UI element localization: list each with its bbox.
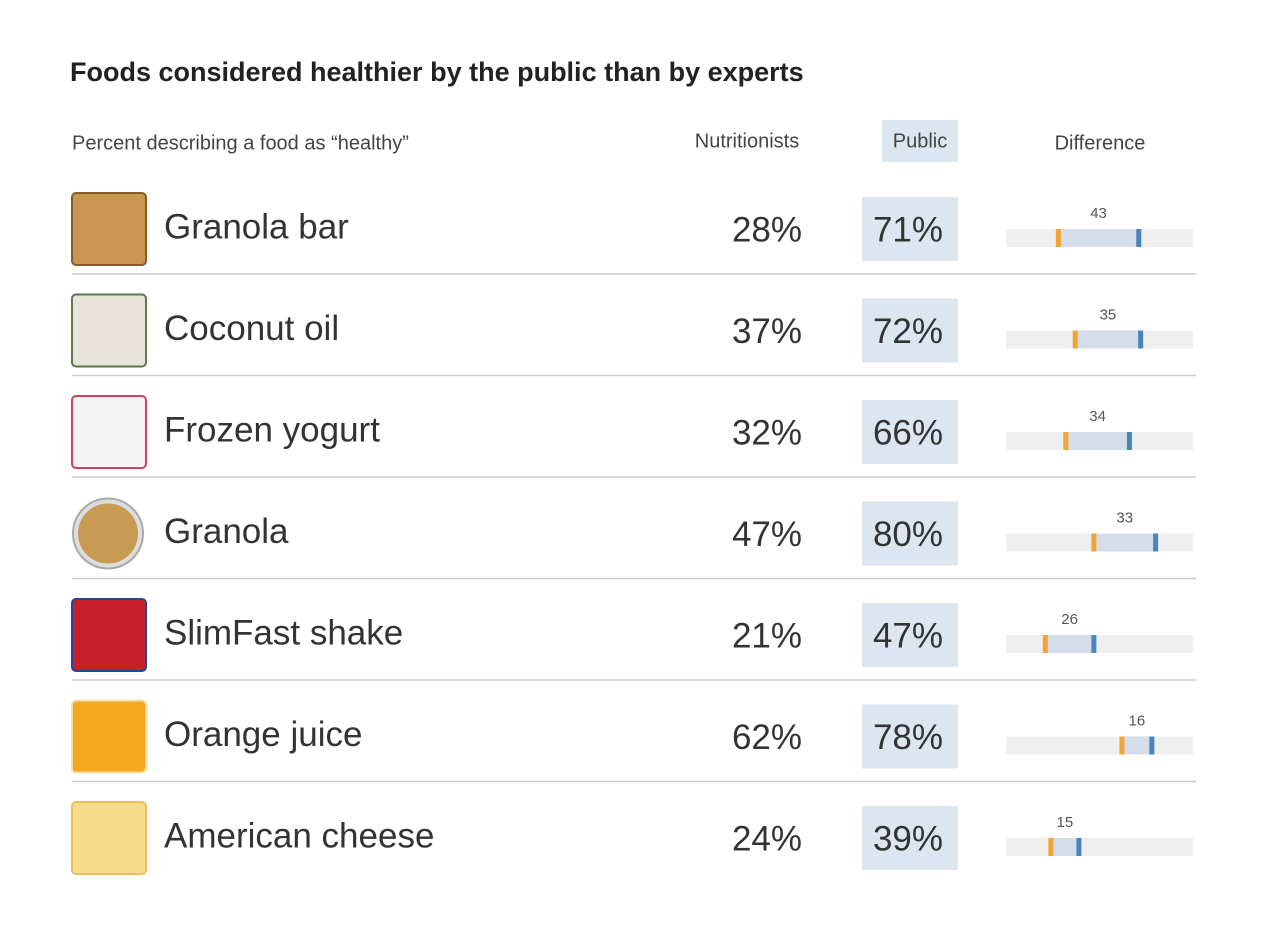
difference-label: 35 [1100,306,1117,323]
public-marker [1076,838,1082,856]
public-bg [862,704,958,769]
nutritionists-value: 28% [732,210,802,249]
food-name: Granola [164,512,289,551]
public-bg [862,298,958,363]
difference-label: 43 [1090,205,1107,222]
food-icon [78,503,138,564]
food-name: Orange juice [164,715,362,754]
nutritionists-value: 47% [732,515,802,554]
difference-label: 34 [1089,408,1106,425]
public-value: 80% [873,515,943,554]
col-nutritionists: Nutritionists [695,130,799,152]
food-name: Granola bar [164,207,349,246]
difference-span [1075,330,1141,349]
food-name: American cheese [164,816,434,855]
nutritionists-marker [1063,432,1069,450]
public-marker [1138,330,1144,349]
difference-span [1093,533,1156,552]
nutritionists-marker [1091,533,1097,552]
subtitle: Percent describing a food as “healthy” [72,132,409,154]
public-bg [862,501,958,566]
difference-track [1006,736,1193,755]
nutritionists-marker [1042,635,1048,653]
public-value: 39% [873,819,943,858]
difference-track [1006,838,1193,856]
food-name: SlimFast shake [164,613,403,652]
public-value: 78% [873,718,943,757]
difference-label: 15 [1057,814,1074,831]
difference-label: 33 [1116,509,1133,526]
food-icon [71,293,147,368]
public-marker [1149,736,1155,755]
public-value: 72% [873,312,943,351]
difference-label: 26 [1061,611,1078,628]
difference-span [1121,736,1152,755]
food-name: Coconut oil [164,309,339,348]
nutritionists-value: 21% [732,616,802,655]
food-icon [71,395,147,469]
nutritionists-marker [1055,229,1061,247]
col-public: Public [893,130,947,152]
public-marker [1136,229,1142,247]
nutritionists-value: 32% [732,413,802,452]
difference-span [1045,635,1094,653]
public-value: 47% [873,616,943,655]
public-bg [862,806,958,870]
public-bg [862,197,958,261]
nutritionists-value: 37% [732,312,802,351]
difference-label: 16 [1129,712,1146,729]
food-name: Frozen yogurt [164,410,380,449]
food-icon [71,192,147,266]
nutritionists-marker [1072,330,1078,349]
public-value: 71% [873,210,943,249]
public-marker [1126,432,1132,450]
public-bg [862,400,958,464]
nutritionists-value: 62% [732,718,802,757]
difference-span [1050,838,1079,856]
col-difference: Difference [1055,132,1146,154]
food-icon [71,598,147,672]
nutritionists-marker [1048,838,1054,856]
difference-span [1058,229,1139,247]
public-marker [1153,533,1159,552]
food-icon [71,699,147,774]
nutritionists-marker [1119,736,1125,755]
difference-span [1065,432,1130,450]
food-icon [71,801,147,875]
public-bg [862,603,958,667]
public-header-bg [882,120,958,162]
difference-track [1006,635,1193,653]
nutritionists-value: 24% [732,819,802,858]
public-marker [1091,635,1097,653]
title: Foods considered healthier by the public… [70,57,804,87]
public-value: 66% [873,413,943,452]
